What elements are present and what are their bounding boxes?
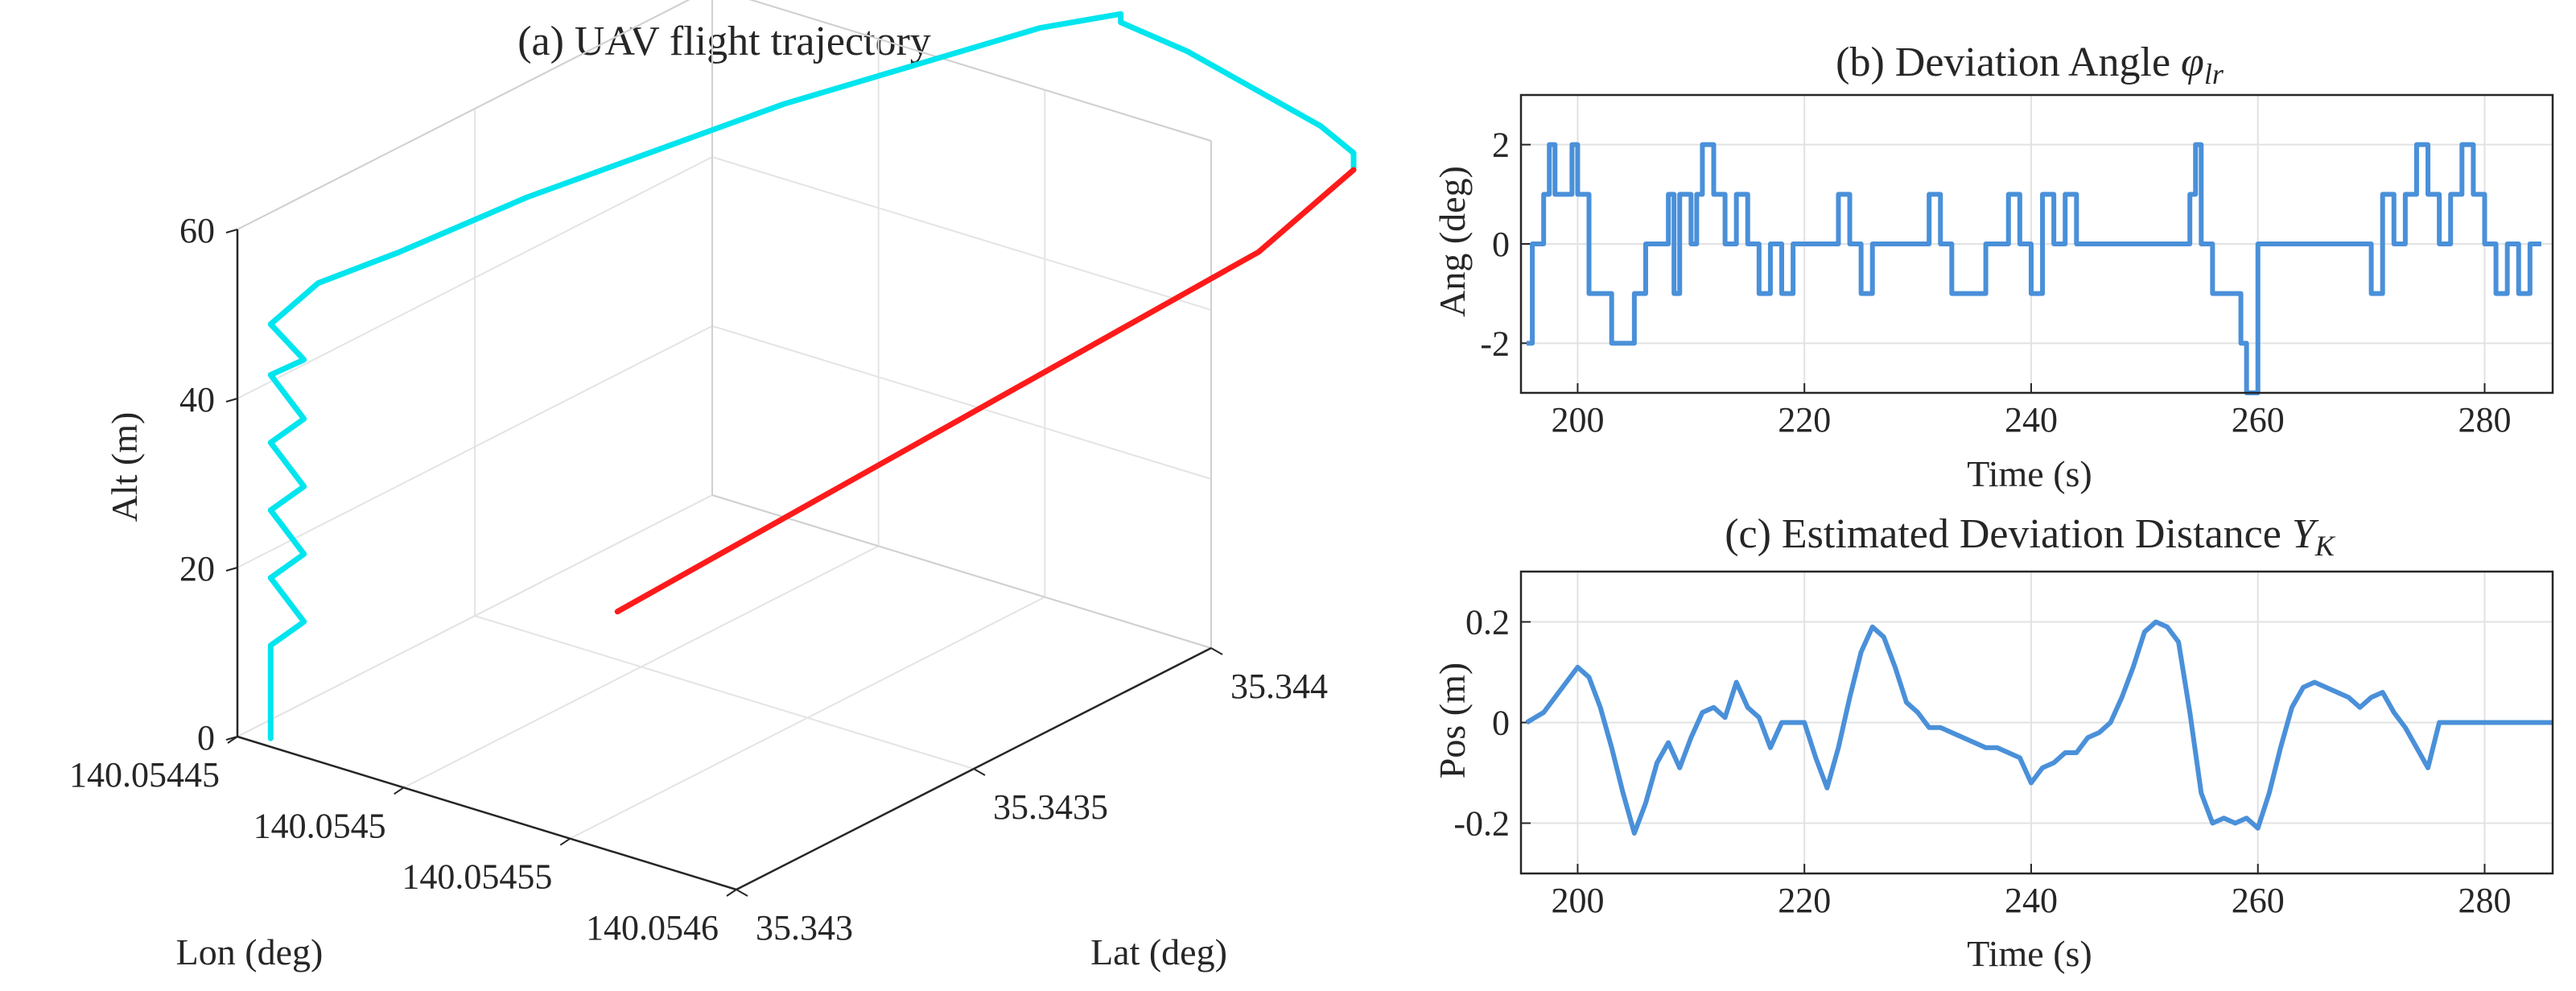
x-tick-label: 140.05445 (69, 755, 220, 795)
panel-c-plot: 200 220 240 260 280 -0.2 0 0.2 (1453, 570, 2554, 920)
x-tick-label: 280 (2458, 400, 2511, 440)
panel-c-title-text: (c) Estimated Deviation Distance (1725, 511, 2292, 557)
y-tick (736, 889, 748, 897)
x-tick-label: 140.0545 (253, 806, 386, 845)
y-gridline-floor (474, 615, 975, 770)
panel-a-axes-box (236, 0, 1212, 891)
y-tick-label: 0.2 (1465, 603, 1510, 642)
panel-c-ylabel: Pos (m) (1432, 663, 1473, 778)
panel-b-xlabel: Time (s) (1967, 453, 2092, 494)
y-tick-label: -0.2 (1453, 804, 1510, 844)
z-tick-label: 20 (179, 549, 215, 588)
x-axis-line (237, 735, 737, 891)
z-tick-label: 0 (197, 718, 215, 758)
x-tick (559, 837, 571, 846)
y-tick-label: -2 (1480, 324, 1510, 363)
panel-b-title-subscript: lr (2204, 58, 2224, 90)
panel-a-title: (a) UAV flight trajectory (517, 19, 931, 64)
z-gridline-back (711, 325, 1212, 480)
y-tick-label: 35.343 (756, 908, 853, 948)
y-tick (973, 768, 986, 776)
z-gridline-back (711, 156, 1212, 311)
trajectory-line-0 (267, 10, 1357, 741)
z-tick-label: 40 (179, 380, 215, 419)
x-tick-label: 220 (1778, 881, 1831, 920)
x-tick-label: 240 (2005, 400, 2058, 440)
panel-c-deviation-distance: (c) Estimated Deviation Distance YK 200 2… (1432, 511, 2554, 974)
x-tick-label: 220 (1778, 400, 1831, 440)
x-tick (227, 736, 238, 744)
panel-c-title: (c) Estimated Deviation Distance YK (1725, 511, 2336, 562)
y-tick-label: 0 (1492, 704, 1510, 743)
x-tick-label: 140.0546 (586, 908, 719, 948)
panel-b-title-symbol: φ (2181, 39, 2204, 85)
z-tick (225, 229, 238, 233)
x-tick-label: 140.05455 (402, 857, 552, 897)
panel-a-zlabel: Alt (m) (104, 412, 145, 522)
plot-frame (1519, 93, 2554, 394)
panel-a-xlabel: Lon (deg) (176, 931, 324, 972)
x-tick (726, 889, 737, 897)
x-tick-label: 260 (2232, 881, 2285, 920)
panel-b-title: (b) Deviation Angle φlr (1836, 39, 2224, 90)
y-tick-label: 35.344 (1230, 667, 1328, 706)
z-tick-label: 60 (179, 211, 215, 250)
panel-c-xlabel: Time (s) (1967, 933, 2092, 974)
x-tick-label: 200 (1551, 881, 1604, 920)
panel-a-ticks: 0 20 40 60 140.05445 140.0545 140.05455 140.054… (69, 211, 1328, 948)
series-line (1525, 619, 2553, 836)
z-tick (225, 567, 238, 572)
y-tick-label: 0 (1492, 225, 1510, 264)
panel-b-title-text: (b) Deviation Angle (1836, 39, 2181, 85)
x-tick-label: 240 (2005, 881, 2058, 920)
z-tick (225, 398, 238, 403)
series-line (1527, 142, 2541, 395)
x-tick-label: 200 (1551, 400, 1604, 440)
panel-b-deviation-angle: (b) Deviation Angle φlr 200 220 240 260 280 -… (1432, 39, 2554, 494)
box-edge (237, 0, 690, 230)
panel-a-3d-trajectory: (a) UAV flight trajectory 0 20 40 60 140.054… (69, 0, 1357, 972)
box-edge (748, 0, 1212, 142)
panel-a-series (267, 10, 1357, 741)
y-tick-label: 2 (1492, 126, 1510, 165)
y-tick (1210, 647, 1223, 655)
x-tick-label: 280 (2458, 881, 2511, 920)
x-tick (394, 787, 405, 795)
panel-b-ylabel: Ang (deg) (1432, 166, 1473, 317)
panel-a-ylabel: Lat (deg) (1090, 931, 1227, 972)
plot-frame (1519, 570, 2554, 875)
panel-c-title-subscript: K (2314, 530, 2336, 562)
trajectory-line-1 (614, 167, 1357, 615)
panel-c-title-symbol: Y (2292, 511, 2319, 557)
panel-b-plot: 200 220 240 260 280 -2 0 2 (1480, 93, 2554, 440)
x-tick-label: 260 (2232, 400, 2285, 440)
box-edge (711, 494, 1212, 649)
y-tick-label: 35.3435 (993, 787, 1108, 827)
